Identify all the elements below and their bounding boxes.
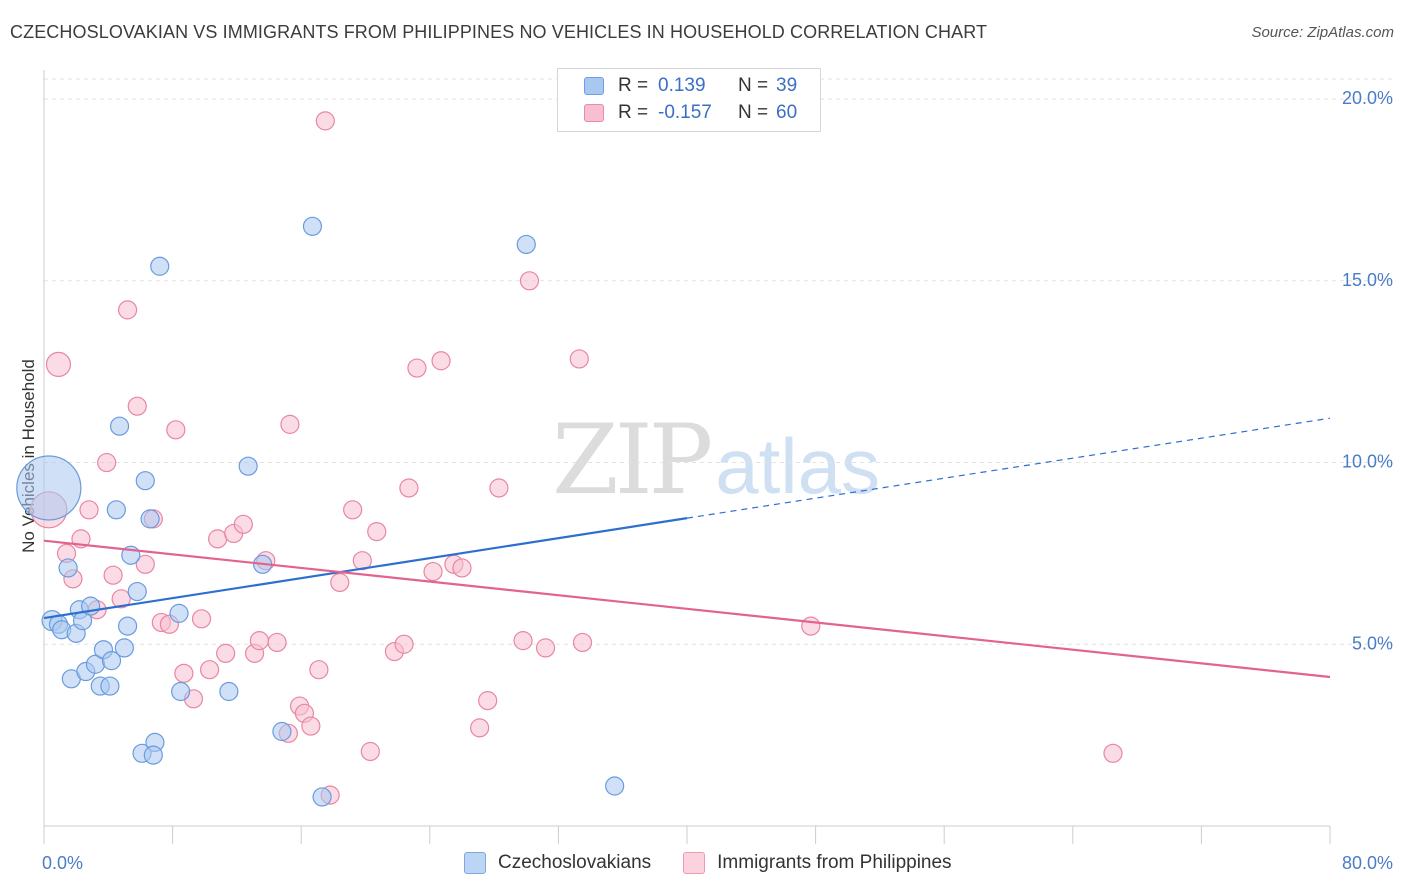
legend-r-value: 0.139 (658, 75, 706, 96)
point-czechoslovakians (150, 256, 170, 276)
point-czechoslovakians (100, 676, 120, 696)
point-philippines (489, 478, 509, 498)
point-philippines (309, 660, 329, 680)
point-philippines (367, 521, 387, 542)
legend-swatch-philippines (584, 104, 604, 122)
y-tick-label: 20.0% (1342, 88, 1393, 108)
point-czechoslovakians (143, 745, 163, 765)
point-czechoslovakians (140, 509, 160, 529)
point-czechoslovakians (135, 471, 155, 491)
point-philippines (394, 634, 414, 654)
legend-n-label: N = (738, 75, 769, 96)
point-philippines (478, 691, 498, 711)
point-czechoslovakians (516, 234, 536, 255)
legend-label-philippines: Immigrants from Philippines (717, 852, 952, 873)
point-philippines (79, 500, 99, 520)
point-czechoslovakians (106, 500, 126, 520)
point-philippines (431, 351, 451, 371)
point-czechoslovakians (114, 638, 134, 658)
point-philippines (407, 358, 427, 378)
point-philippines (135, 554, 155, 574)
point-czechoslovakians (272, 721, 292, 742)
point-philippines (343, 500, 363, 520)
point-czechoslovakians (605, 776, 625, 796)
point-philippines (572, 632, 593, 653)
point-philippines (45, 351, 72, 378)
source-label: Source: ZipAtlas.com (1251, 24, 1394, 41)
legend-label-czechoslovakians: Czechoslovakians (498, 852, 652, 873)
point-philippines (191, 609, 212, 629)
point-philippines (569, 349, 589, 369)
point-czechoslovakians (171, 681, 191, 702)
point-philippines (330, 572, 350, 593)
point-philippines (280, 414, 300, 434)
point-philippines (111, 589, 131, 609)
point-czechoslovakians (312, 787, 332, 807)
y-tick-label: 5.0% (1352, 633, 1393, 653)
point-philippines (199, 660, 220, 680)
point-czechoslovakians (127, 581, 147, 602)
x-tick-label: 80.0% (1342, 853, 1393, 873)
correlation-legend: R = 0.139 N = 39 R = -0.157 N = 60 (557, 68, 821, 132)
legend-n-value: 39 (776, 75, 798, 96)
point-czechoslovakians (16, 455, 82, 521)
y-tick-label: 15.0% (1342, 270, 1393, 290)
legend-n-value: 60 (776, 102, 798, 123)
trendline-czechoslovakians-extension (686, 417, 1331, 519)
point-philippines (315, 111, 335, 131)
point-philippines (470, 718, 490, 738)
legend-swatch-philippines (683, 852, 706, 874)
point-philippines (423, 561, 443, 582)
x-tick-label: 0.0% (42, 853, 83, 873)
point-philippines (174, 663, 194, 683)
legend-row-philippines: R = -0.157 N = 60 (584, 100, 797, 126)
point-czechoslovakians (219, 681, 239, 702)
point-philippines (801, 616, 821, 636)
legend-item-czechoslovakians[interactable]: Czechoslovakians (464, 852, 651, 874)
point-czechoslovakians (109, 416, 130, 436)
legend-r-label: R = (618, 102, 649, 123)
point-philippines (103, 565, 123, 585)
chart-title: CZECHOSLOVAKIAN VS IMMIGRANTS FROM PHILI… (10, 22, 988, 42)
point-czechoslovakians (117, 616, 138, 636)
legend-n-label: N = (738, 102, 769, 123)
point-philippines (513, 631, 533, 651)
point-philippines (127, 396, 147, 416)
point-philippines (452, 558, 472, 578)
legend-row-czechoslovakians: R = 0.139 N = 39 (584, 73, 797, 99)
point-philippines (399, 478, 419, 498)
legend-swatch-czechoslovakians (584, 77, 604, 95)
legend-r-value: -0.157 (658, 102, 712, 123)
point-philippines (249, 631, 270, 651)
series-legend: Czechoslovakians Immigrants from Philipp… (464, 852, 984, 874)
point-philippines (360, 741, 380, 762)
y-axis-title: No Vehicles in Household (19, 359, 38, 553)
point-philippines (208, 529, 228, 549)
point-czechoslovakians (238, 456, 258, 476)
point-philippines (216, 643, 236, 663)
legend-swatch-czechoslovakians (464, 852, 486, 874)
point-czechoslovakians (302, 216, 323, 236)
point-philippines (519, 271, 540, 291)
point-czechoslovakians (58, 558, 78, 578)
point-philippines (233, 514, 253, 534)
point-philippines (267, 632, 287, 653)
legend-item-philippines[interactable]: Immigrants from Philippines (683, 852, 952, 874)
trendline-czechoslovakians (43, 517, 688, 620)
point-philippines (166, 420, 186, 440)
point-philippines (97, 452, 117, 473)
legend-r-label: R = (618, 75, 649, 96)
point-philippines (301, 716, 321, 736)
point-czechoslovakians (169, 603, 189, 623)
point-czechoslovakians (101, 651, 122, 671)
trendline-philippines (43, 539, 1331, 679)
y-tick-label: 10.0% (1342, 452, 1393, 472)
point-philippines (117, 300, 138, 320)
point-philippines (535, 638, 556, 658)
point-philippines (1103, 743, 1123, 763)
